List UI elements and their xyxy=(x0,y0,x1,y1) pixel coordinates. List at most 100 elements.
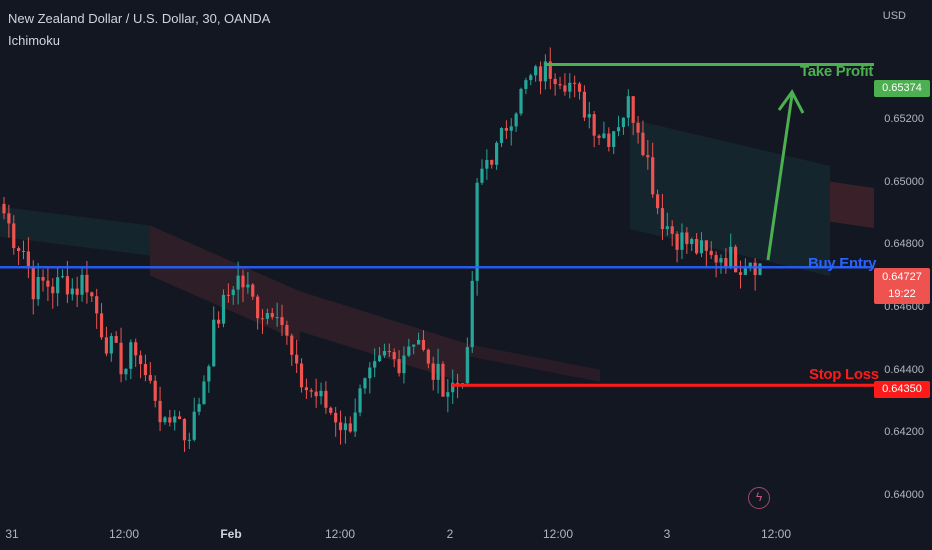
candle xyxy=(358,384,362,417)
candle xyxy=(99,303,104,340)
candle xyxy=(251,283,255,300)
buy-entry-price-tag: 0.64727 19:22 xyxy=(874,268,930,304)
candle xyxy=(548,47,552,90)
candle xyxy=(514,112,518,132)
candle xyxy=(704,240,708,267)
candle xyxy=(387,343,391,357)
candle xyxy=(621,117,626,135)
candle xyxy=(17,246,21,266)
candle xyxy=(260,309,265,334)
time-tick: 12:00 xyxy=(324,527,356,541)
candle xyxy=(373,348,377,378)
cloud-segment xyxy=(630,119,830,277)
price-tick: 0.64800 xyxy=(884,238,924,251)
candle xyxy=(568,73,572,99)
candle xyxy=(221,289,226,328)
candle xyxy=(104,326,109,357)
candle xyxy=(80,266,84,302)
candle xyxy=(182,418,187,452)
candle xyxy=(719,254,723,274)
candle xyxy=(202,375,206,405)
candle xyxy=(426,348,430,369)
candle xyxy=(26,237,30,279)
time-tick: 12:00 xyxy=(760,527,792,541)
stop-loss-label: Stop Loss xyxy=(809,366,879,383)
candle xyxy=(309,388,313,398)
cloud-segment xyxy=(0,206,150,256)
candle xyxy=(495,140,499,170)
candle xyxy=(153,375,157,408)
candle xyxy=(724,248,728,274)
candle xyxy=(553,73,557,96)
symbol-title[interactable]: New Zealand Dollar / U.S. Dollar, 30, OA… xyxy=(8,11,271,26)
candle xyxy=(504,120,508,140)
candle xyxy=(158,386,162,432)
candle xyxy=(665,212,669,236)
candle xyxy=(421,330,426,352)
candle xyxy=(338,410,343,445)
candle xyxy=(334,406,338,437)
candle xyxy=(529,73,533,86)
candle xyxy=(436,348,440,394)
candle xyxy=(148,362,152,384)
candle xyxy=(12,215,16,255)
candle xyxy=(660,193,665,240)
candle xyxy=(651,142,655,198)
candle xyxy=(290,333,294,366)
price-tick: 0.65200 xyxy=(884,113,924,126)
candle xyxy=(616,115,621,137)
currency-label: USD xyxy=(882,10,906,22)
candle xyxy=(577,81,582,100)
candle xyxy=(21,240,26,260)
candle xyxy=(538,61,543,95)
candle xyxy=(231,285,235,305)
candle xyxy=(646,140,650,170)
candle xyxy=(324,381,328,414)
candle xyxy=(275,302,279,327)
candle xyxy=(217,311,221,329)
candle xyxy=(655,189,660,215)
candle xyxy=(56,267,60,307)
candle xyxy=(543,54,547,90)
candle xyxy=(519,87,523,116)
candle xyxy=(138,350,143,379)
candle xyxy=(592,110,596,148)
candle xyxy=(758,263,762,276)
candle xyxy=(246,271,250,294)
candle xyxy=(402,346,406,384)
candle xyxy=(353,398,357,437)
indicator-legend[interactable]: Ichimoku xyxy=(8,33,61,48)
candle xyxy=(685,227,689,254)
candle xyxy=(680,223,684,260)
candle xyxy=(124,368,128,381)
candle xyxy=(187,432,191,449)
candle xyxy=(236,261,240,305)
take-profit-label: Take Profit xyxy=(800,63,874,80)
bar-countdown: 19:22 xyxy=(888,288,916,300)
candle xyxy=(499,127,504,147)
candle xyxy=(446,379,450,413)
candle xyxy=(753,258,757,291)
candle xyxy=(480,159,484,185)
candle xyxy=(368,362,372,394)
lightning-icon[interactable]: ϟ xyxy=(748,487,770,509)
candle xyxy=(304,378,308,400)
candle xyxy=(563,73,567,96)
candle xyxy=(241,269,245,303)
candle xyxy=(285,320,289,345)
candle xyxy=(226,283,230,303)
take-profit-price-tag: 0.65374 xyxy=(874,80,930,97)
price-tick: 0.65000 xyxy=(884,175,924,188)
candle xyxy=(631,95,635,136)
candle xyxy=(729,233,733,270)
candle xyxy=(31,260,35,315)
candle xyxy=(109,332,113,362)
candle xyxy=(558,76,562,90)
candle xyxy=(485,149,489,180)
candle xyxy=(416,332,421,345)
candle xyxy=(587,101,591,129)
candle xyxy=(295,339,299,374)
candle xyxy=(602,121,606,139)
candle xyxy=(2,197,6,220)
